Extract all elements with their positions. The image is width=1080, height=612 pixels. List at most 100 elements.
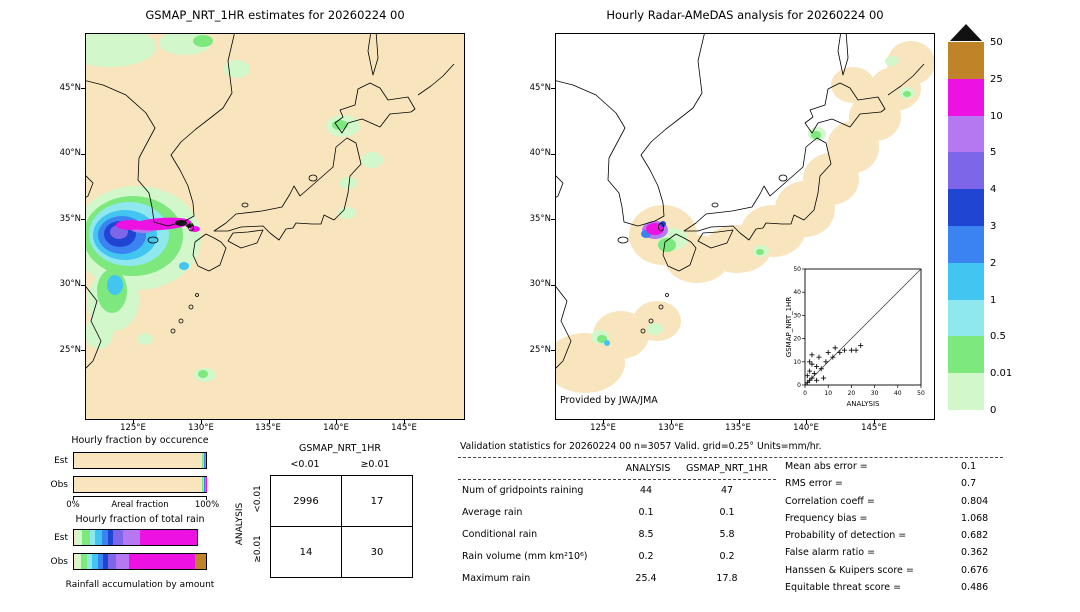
lat-tick bbox=[551, 350, 555, 351]
metric-row: Equitable threat score = 0.486 bbox=[785, 580, 1025, 597]
lat-tick bbox=[551, 219, 555, 220]
scatter-point bbox=[804, 380, 810, 386]
precip-blob bbox=[193, 35, 213, 47]
lon-tick-label: 145°E bbox=[861, 423, 887, 433]
colorbar-segment bbox=[948, 299, 984, 337]
colorbar-segment bbox=[948, 189, 984, 226]
inset-tick-label: 30 bbox=[793, 312, 801, 319]
occurrence-axis bbox=[73, 496, 207, 497]
precip-blob bbox=[198, 370, 208, 378]
metric-value: 0.7 bbox=[961, 478, 977, 490]
scatter-point bbox=[830, 354, 836, 360]
bar-segment bbox=[74, 530, 76, 545]
occurrence-axis-tick bbox=[73, 496, 74, 500]
precip-blob bbox=[179, 262, 189, 270]
stats-row-label: Maximum rain bbox=[462, 573, 531, 584]
scatter-point bbox=[858, 343, 864, 349]
lat-tick bbox=[551, 88, 555, 89]
stats-analysis-value: 0.1 bbox=[638, 507, 654, 518]
stats-row: Num of gridpoints raining 44 47 bbox=[460, 481, 778, 503]
lat-tick-label: 40°N bbox=[529, 148, 551, 158]
inset-xlabel: ANALYSIS bbox=[846, 400, 880, 408]
bar-segment bbox=[89, 530, 96, 545]
bar-segment bbox=[203, 477, 204, 492]
stats-gsmap-value: 17.8 bbox=[716, 573, 738, 584]
total-rain-title: Hourly fraction of total rain bbox=[75, 514, 205, 525]
gsmap-map-panel: 45°N 40°N 35°N 30°N 25°N 125°E 130°E 135… bbox=[60, 33, 465, 433]
metric-row: RMS error = 0.7 bbox=[785, 476, 1025, 493]
stats-row-label: Conditional rain bbox=[462, 529, 538, 540]
scatter-point bbox=[848, 347, 854, 353]
scatter-point bbox=[807, 359, 813, 365]
scatter-point bbox=[807, 368, 813, 374]
stats-gsmap-value: 0.2 bbox=[719, 551, 735, 562]
scatter-point bbox=[837, 350, 843, 356]
precip-blob bbox=[85, 33, 156, 67]
lon-tick bbox=[738, 420, 740, 424]
lat-tick bbox=[81, 284, 85, 286]
stats-row: Maximum rain 25.4 17.8 bbox=[460, 569, 778, 591]
map-credit: Provided by JWA/JMA bbox=[560, 395, 658, 406]
lon-tick bbox=[806, 420, 808, 424]
left-map-title: GSMAP_NRT_1HR estimates for 20260224 00 bbox=[145, 8, 405, 22]
gsmap-map-canvas bbox=[85, 33, 465, 420]
precip-blob bbox=[811, 131, 821, 139]
inset-diagonal bbox=[804, 268, 922, 386]
total-rain-bar-est bbox=[73, 529, 207, 546]
colorbar-labels: 50 25 10 5 4 3 2 1 0.5 0.01 0 bbox=[990, 37, 1034, 416]
metric-value: 0.1 bbox=[961, 461, 977, 472]
lat-tick bbox=[551, 153, 555, 155]
total-rain-caption: Rainfall accumulation by amount bbox=[65, 580, 215, 590]
metric-row: Probability of detection = 0.682 bbox=[785, 528, 1025, 545]
bar-segment bbox=[75, 530, 82, 545]
stats-analysis-value: 8.5 bbox=[638, 529, 654, 540]
lat-tick-label: 45°N bbox=[529, 83, 551, 93]
metric-row: False alarm ratio = 0.362 bbox=[785, 545, 1025, 562]
metric-label: Mean abs error = bbox=[785, 461, 868, 472]
radar-map-panel: 0 0 10 10 20 20 30 30 40 40 50 50 ANALYSIS GSMAP_NR… bbox=[530, 33, 935, 433]
metric-label: RMS error = bbox=[785, 478, 843, 490]
lon-tick-label: 140°E bbox=[323, 423, 349, 433]
inset-tick-label: 10 bbox=[824, 390, 832, 397]
lat-tick-label: 40°N bbox=[59, 148, 81, 158]
occurrence-xmin-label: 0% bbox=[66, 500, 80, 510]
scatter-point bbox=[809, 361, 815, 367]
scatter-point bbox=[804, 373, 810, 379]
metric-row: Mean abs error = 0.1 bbox=[785, 459, 1025, 476]
scatter-point bbox=[809, 375, 815, 381]
bar-segment bbox=[205, 453, 206, 468]
lat-tick-label: 25°N bbox=[59, 345, 81, 355]
stats-row: Average rain 0.1 0.1 bbox=[460, 503, 778, 525]
bar-segment bbox=[74, 554, 76, 569]
lat-tick-label: 35°N bbox=[59, 214, 81, 224]
precip-blob bbox=[332, 120, 348, 130]
bar-segment bbox=[92, 554, 98, 569]
colorbar-label: 25 bbox=[990, 73, 1003, 85]
bar-segment bbox=[200, 477, 203, 492]
precip-blob bbox=[604, 340, 610, 346]
right-map-title: Hourly Radar-AMeDAS analysis for 2026022… bbox=[606, 8, 884, 22]
bar-segment bbox=[203, 453, 205, 468]
colorbar-label: 1 bbox=[990, 294, 997, 306]
scatter-point bbox=[818, 366, 824, 372]
total-rain-obs-label: Obs bbox=[50, 557, 69, 567]
occurrence-bar-est bbox=[73, 452, 207, 469]
bar-segment bbox=[81, 530, 90, 545]
bar-segment bbox=[74, 453, 201, 468]
contingency-cell-hit: 30 bbox=[341, 526, 413, 578]
scatter-point bbox=[853, 347, 859, 353]
scatter-point bbox=[816, 354, 822, 360]
lon-tick-label: 130°E bbox=[188, 423, 214, 433]
metric-row: Correlation coeff = 0.804 bbox=[785, 494, 1025, 511]
bar-segment bbox=[122, 530, 140, 545]
bar-segment bbox=[203, 453, 204, 468]
precip-blob bbox=[597, 335, 607, 343]
scatter-point bbox=[832, 345, 838, 351]
stats-metrics: Mean abs error = 0.1 RMS error = 0.7 Correla… bbox=[785, 459, 1025, 597]
occurrence-obs-label: Obs bbox=[50, 480, 69, 490]
colorbar-label: 0 bbox=[990, 405, 997, 416]
radar-map-canvas: 00 10 10 20 20 30 30 40 40 50 50 ANALYSIS GSMAP_NR… bbox=[555, 33, 935, 420]
stats-row-label: Rain volume (mm km²10⁶) bbox=[462, 551, 588, 562]
precip-blob bbox=[224, 60, 250, 78]
lon-tick bbox=[874, 420, 875, 424]
